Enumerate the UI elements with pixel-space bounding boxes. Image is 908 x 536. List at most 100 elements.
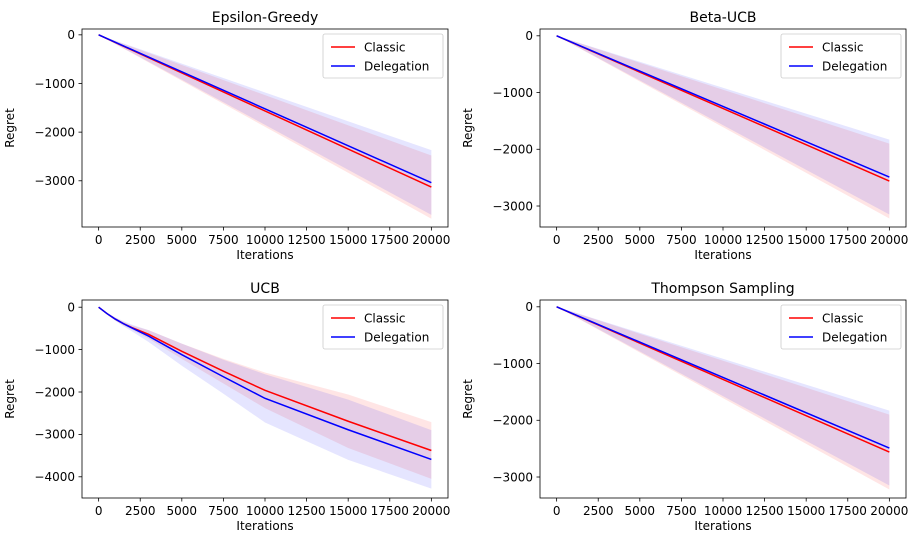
- x-tick-label: 17500: [371, 504, 409, 518]
- legend-box: [322, 33, 444, 79]
- y-tick-label: −2000: [492, 143, 533, 157]
- band-delegation: [556, 306, 890, 486]
- x-tick-label: 12500: [745, 504, 783, 518]
- x-tick-label: 7500: [208, 233, 239, 247]
- x-tick-label: 5000: [167, 233, 198, 247]
- y-tick-label: −3000: [492, 470, 533, 484]
- legend-box: [322, 304, 444, 350]
- legend: Classic Delegation: [780, 33, 902, 79]
- x-tick-label: 20000: [870, 233, 908, 247]
- y-tick-label: −1000: [34, 77, 75, 91]
- series-line-delegation: [98, 306, 432, 461]
- x-tick-label: 10000: [246, 504, 284, 518]
- x-tick-label: 17500: [829, 233, 867, 247]
- x-tick-label: 2500: [125, 233, 156, 247]
- y-axis-label: Regret: [461, 108, 475, 148]
- y-tick-label: −3000: [34, 174, 75, 188]
- band-delegation: [556, 35, 890, 215]
- chart-title: UCB: [250, 281, 280, 297]
- x-tick-label: 15000: [787, 504, 825, 518]
- y-tick-label: −1000: [492, 357, 533, 371]
- x-tick-label: 15000: [787, 233, 825, 247]
- y-tick-label: 0: [67, 28, 75, 42]
- x-tick-label: 17500: [829, 504, 867, 518]
- y-tick-label: −1000: [492, 86, 533, 100]
- y-tick-label: 0: [525, 29, 533, 43]
- plot-area: [556, 35, 890, 219]
- y-tick-label: −4000: [34, 470, 75, 484]
- x-tick-label: 2500: [583, 504, 614, 518]
- x-tick-label: 2500: [125, 504, 156, 518]
- legend-box: [780, 33, 902, 79]
- subplot-2: 0 2500 5000 7500 10000 12500 15000 17500 20000 0 −…: [3, 281, 450, 533]
- x-axis-label: Iterations: [694, 248, 751, 262]
- series-line-delegation: [556, 306, 890, 449]
- x-tick-label: 17500: [371, 233, 409, 247]
- y-tick-label: −2000: [34, 385, 75, 399]
- y-tick-label: −3000: [34, 428, 75, 442]
- legend: Classic Delegation: [322, 33, 444, 79]
- plot-area: [98, 34, 432, 219]
- y-tick-label: −1000: [34, 343, 75, 357]
- x-tick-label: 12500: [745, 233, 783, 247]
- subplot-1: 0 2500 5000 7500 10000 12500 15000 17500 20000 0 −…: [461, 10, 908, 262]
- x-tick-label: 10000: [246, 233, 284, 247]
- y-axis-label: Regret: [461, 379, 475, 419]
- series-line-delegation: [98, 34, 432, 184]
- y-tick-label: −2000: [492, 414, 533, 428]
- x-tick-label: 12500: [287, 233, 325, 247]
- legend-label-delegation: Delegation: [364, 59, 429, 73]
- x-tick-label: 10000: [704, 233, 742, 247]
- x-tick-label: 20000: [870, 504, 908, 518]
- y-axis-label: Regret: [3, 108, 17, 148]
- chart-title: Epsilon-Greedy: [212, 10, 319, 26]
- band-classic: [98, 307, 432, 479]
- x-axis-label: Iterations: [694, 519, 751, 533]
- legend-label-delegation: Delegation: [822, 59, 887, 73]
- chart-title: Thompson Sampling: [650, 281, 794, 297]
- y-tick-label: 0: [67, 301, 75, 315]
- legend: Classic Delegation: [780, 304, 902, 350]
- x-tick-label: 0: [553, 233, 561, 247]
- x-tick-label: 0: [95, 504, 103, 518]
- plot-area: [98, 306, 432, 489]
- legend-box: [780, 304, 902, 350]
- plot-area: [556, 306, 890, 490]
- band-classic: [556, 306, 890, 490]
- x-tick-label: 7500: [666, 504, 697, 518]
- y-axis-label: Regret: [3, 379, 17, 419]
- legend-label-classic: Classic: [822, 40, 864, 54]
- x-tick-label: 15000: [329, 504, 367, 518]
- y-tick-label: 0: [525, 300, 533, 314]
- x-tick-label: 10000: [704, 504, 742, 518]
- x-axis-label: Iterations: [236, 519, 293, 533]
- legend-label-classic: Classic: [364, 40, 406, 54]
- x-tick-label: 0: [553, 504, 561, 518]
- legend-label-classic: Classic: [364, 311, 406, 325]
- legend-label-delegation: Delegation: [364, 330, 429, 344]
- x-tick-label: 7500: [666, 233, 697, 247]
- x-tick-label: 2500: [583, 233, 614, 247]
- y-tick-label: −2000: [34, 125, 75, 139]
- x-tick-label: 7500: [208, 504, 239, 518]
- x-axis-label: Iterations: [236, 248, 293, 262]
- subplot-0: 0 2500 5000 7500 10000 12500 15000 17500 20000 0 −…: [3, 10, 450, 262]
- x-tick-label: 20000: [412, 233, 450, 247]
- legend-label-classic: Classic: [822, 311, 864, 325]
- x-tick-label: 5000: [625, 233, 656, 247]
- y-tick-label: −3000: [492, 199, 533, 213]
- subplot-3: 0 2500 5000 7500 10000 12500 15000 17500 20000 0 −…: [461, 281, 908, 533]
- x-tick-label: 20000: [412, 504, 450, 518]
- series-line-delegation: [556, 35, 890, 178]
- x-tick-label: 15000: [329, 233, 367, 247]
- band-delegation: [98, 34, 432, 215]
- chart-title: Beta-UCB: [690, 10, 757, 26]
- legend-label-delegation: Delegation: [822, 330, 887, 344]
- x-tick-label: 0: [95, 233, 103, 247]
- band-classic: [556, 35, 890, 219]
- legend: Classic Delegation: [322, 304, 444, 350]
- x-tick-label: 12500: [287, 504, 325, 518]
- x-tick-label: 5000: [167, 504, 198, 518]
- x-tick-label: 5000: [625, 504, 656, 518]
